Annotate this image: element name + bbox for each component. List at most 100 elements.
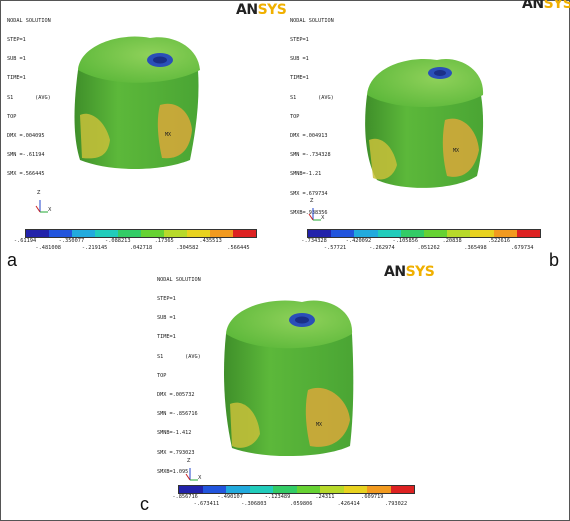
axis-triad-icon [35,200,48,213]
tick-label: -.306803 [241,501,267,507]
colorbar-segment [226,486,250,493]
colorbar-segment [179,486,203,493]
colorbar-segment [118,230,141,237]
panel-b: NODAL SOLUTION STEP=1 SUB =1 TIME=1 S1 (… [285,0,570,270]
colorbar-segment [331,230,355,237]
info-line: SMNB=-1.412 [157,430,192,437]
info-line: NODAL SOLUTION [157,276,201,283]
tick-label: .17365 [154,238,174,244]
colorbar-segment [202,486,226,493]
colorbar-a [25,229,257,238]
panel-letter-a: a [7,250,18,270]
tick-label: .051262 [417,245,440,251]
colorbar-segment [273,486,297,493]
axis-z-label: Z [187,458,191,464]
colorbar-segment [233,230,256,237]
info-line: SMN =-.734328 [290,152,331,159]
tick-label: -.105856 [392,238,419,244]
info-line: SMN =-.61194 [7,152,45,159]
info-block-b: NODAL SOLUTION STEP=1 SUB =1 TIME=1 S1 (… [290,5,334,229]
info-line: NODAL SOLUTION [7,17,51,24]
info-line: SMX =.679734 [290,190,328,197]
info-block-a: NODAL SOLUTION STEP=1 SUB =1 TIME=1 S1 (… [7,5,51,191]
colorbar-ticks-c: -.856716 -.490107 -.123489 .24311 .60971… [172,494,415,512]
tooth-model-a: MX [74,36,200,169]
axis-x-label: X [198,475,202,481]
info-line: STEP=1 [7,37,26,44]
tick-label: .566445 [227,245,250,251]
colorbar-ticks-b: -.734328 -.420092 -.105856 .20838 .52261… [301,238,541,256]
info-line: SMN =-.856716 [157,411,198,418]
tick-label: -.123489 [264,494,291,500]
mx-marker: MX [453,148,459,154]
tick-label: .365498 [464,245,487,251]
colorbar-segment [95,230,118,237]
tick-label: .24311 [315,494,335,500]
panel-c: NODAL SOLUTION STEP=1 SUB =1 TIME=1 S1 (… [140,262,435,520]
colorbar-segment [493,230,517,237]
panel-letter-c: c [140,494,149,514]
colorbar-b [307,229,541,238]
info-line: SMXB=1.095 [157,468,189,475]
axis-triad-b: Z X [307,198,327,222]
logo-suffix: SYS [543,0,570,12]
min-stress-core [434,70,446,76]
logo-text: AN [384,264,406,280]
colorbar-segment [187,230,210,237]
info-line: S1 (AVG) [7,94,51,101]
stress-patch-orange [305,387,350,447]
axis-z-label: Z [310,198,314,204]
info-line: SMXB=.938356 [290,209,328,216]
min-stress-core [153,56,167,64]
colorbar-segment [367,486,391,493]
colorbar-segment [72,230,95,237]
info-line: DMX =.004913 [290,133,328,140]
mx-marker: MX [165,132,171,138]
info-line: TIME=1 [157,334,176,341]
axis-x-label: X [321,215,325,221]
axis-triad-c: Z X [184,458,204,482]
tick-label: .435513 [199,238,222,244]
tick-label: .059806 [290,501,313,507]
tick-label: .304582 [176,245,199,251]
tick-label: -.481008 [35,245,61,251]
axis-triad-icon [185,468,198,481]
logo-suffix: SYS [405,264,435,280]
tick-label: -.673411 [193,501,220,507]
info-line: SUB =1 [157,315,176,322]
info-line: SMX =.566445 [7,171,45,178]
tooth-top [226,300,353,349]
min-stress-core [295,316,309,324]
colorbar-segment [296,486,320,493]
info-line: TOP [290,113,300,120]
colorbar-segment [141,230,164,237]
colorbar-segment [377,230,401,237]
mx-marker: MX [316,422,322,428]
info-line: S1 (AVG) [157,353,201,360]
stress-patch-orange [442,118,479,177]
info-line: TIME=1 [290,75,309,82]
stress-patch-warm [230,402,260,448]
logo-text: AN [522,0,544,12]
info-line: SMX =.793023 [157,449,195,456]
info-line: STEP=1 [157,296,176,303]
tooth-top [78,36,200,83]
tick-label: .042718 [129,245,153,251]
colorbar-segment [164,230,187,237]
colorbar-segment [424,230,448,237]
colorbar-segment [343,486,367,493]
tick-label: .522616 [487,238,511,244]
tick-label: -.262974 [369,245,395,251]
info-line: S1 (AVG) [290,94,334,101]
tick-label: .793022 [384,501,408,507]
colorbar-segment [516,230,541,237]
colorbar-segment [354,230,378,237]
ansys-logo: ANSYS [236,2,287,18]
tick-label: -.219145 [81,245,108,251]
tick-label: .426414 [337,501,360,507]
info-block-c: NODAL SOLUTION STEP=1 SUB =1 TIME=1 S1 (… [157,264,201,488]
info-line: TOP [7,113,17,120]
tick-label: -.088213 [105,238,131,244]
ansys-logo: ANSYS [384,264,435,280]
tick-label: -.57721 [323,245,347,251]
